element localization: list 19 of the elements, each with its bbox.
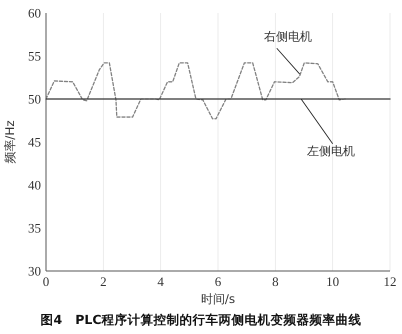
series-label: 右侧电机	[264, 30, 312, 44]
text: 图4 PLC程序计算控制的行车两侧电机变频器频率曲线	[40, 312, 362, 327]
text: 左侧电机	[306, 144, 355, 158]
y-axis-title: 频率/Hz	[3, 120, 17, 164]
y-tick-label: 45	[28, 134, 41, 150]
y-tick-label: 50	[28, 92, 41, 107]
y-tick-label: 40	[28, 178, 41, 193]
x-tick-label: 4	[157, 274, 164, 289]
y-tick-label: 60	[28, 6, 41, 21]
x-axis-title: 时间/s	[200, 292, 236, 306]
x-tick-label: 6	[214, 274, 222, 289]
x-tick-label: 0	[42, 274, 50, 289]
x-tick-label: 8	[272, 274, 279, 289]
y-tick-label: 30	[28, 264, 41, 279]
x-tick-label: 10	[326, 274, 340, 289]
y-tick-label: 35	[28, 220, 41, 236]
y-tick-label: 55	[28, 48, 41, 64]
x-tick-label: 2	[100, 274, 107, 289]
x-tick-label: 12	[384, 274, 396, 289]
